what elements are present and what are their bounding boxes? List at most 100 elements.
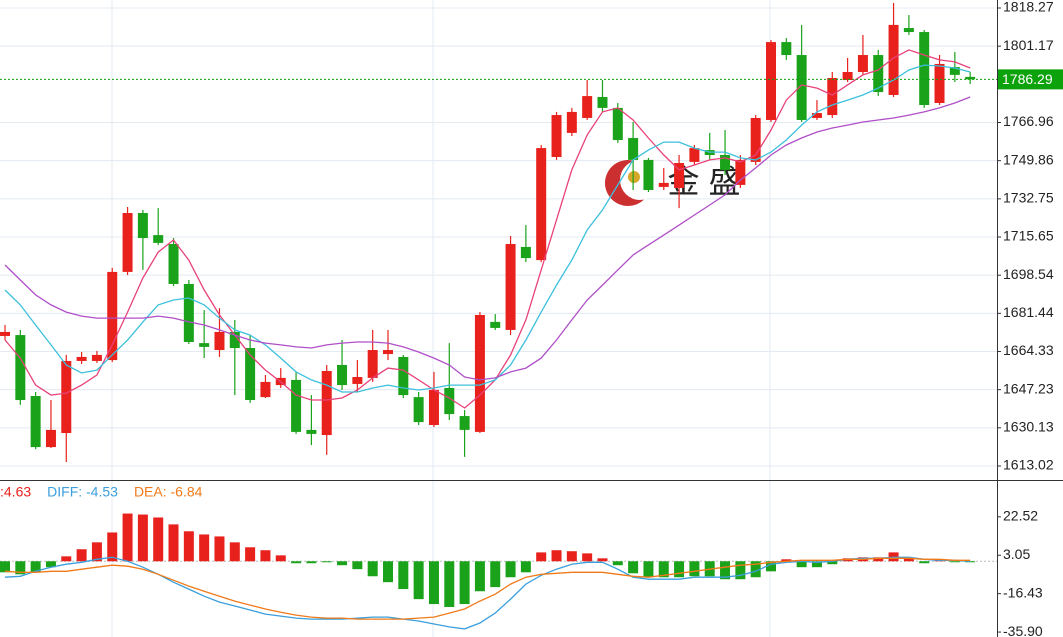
candle-body [566, 111, 577, 133]
macd-bar [183, 531, 194, 562]
macd-bar [444, 561, 455, 608]
legend-entry: DEA: -6.84 [134, 484, 203, 500]
macd-bar [321, 561, 332, 563]
candle-body [413, 397, 424, 423]
candle-body [903, 28, 914, 33]
macd-bar [689, 561, 700, 577]
candle-body [857, 55, 868, 72]
macd-bar [674, 561, 685, 578]
y-tick-label: 1613.02 [1003, 457, 1054, 473]
candle-body [398, 356, 409, 396]
macd-bar [245, 547, 256, 562]
candle-body [91, 354, 102, 361]
y-tick-label: 1749.86 [1003, 151, 1054, 167]
y-tick-label: 1698.54 [1003, 266, 1054, 282]
macd-bar [428, 561, 439, 605]
candle-body [61, 360, 72, 434]
macd-bar [903, 558, 914, 562]
macd-bar [413, 561, 424, 600]
logo-dot [628, 171, 640, 183]
macd-bar [61, 556, 72, 562]
y-tick-label: 1766.96 [1003, 113, 1054, 129]
indicator-line [4, 49, 971, 409]
candle-body [551, 115, 562, 158]
y-tick-label: -16.43 [1003, 584, 1043, 600]
macd-bar [520, 561, 531, 573]
candle-body [720, 154, 731, 170]
candle-body [30, 395, 41, 448]
candle-body [137, 213, 148, 239]
macd-bar [750, 561, 761, 578]
macd-bar [720, 561, 731, 580]
logo-cut [620, 160, 660, 200]
candle-body [183, 283, 194, 342]
macd-bar [398, 561, 409, 590]
macd-bar [137, 514, 148, 562]
y-tick-label: 1647.23 [1003, 380, 1054, 396]
candle-body [842, 71, 853, 81]
macd-bar [873, 557, 884, 562]
macd-bar [474, 561, 485, 592]
macd-bar [367, 561, 378, 577]
indicator-line [4, 556, 971, 630]
macd-bar [0, 561, 10, 573]
y-tick-label: 1664.33 [1003, 342, 1054, 358]
y-tick-label: 22.52 [1003, 508, 1038, 524]
candle-body [474, 314, 485, 432]
candle-body [811, 113, 822, 118]
macd-bar [505, 561, 516, 578]
last-price-label: 1786.29 [1002, 71, 1053, 87]
macd-bar [352, 561, 363, 570]
candle-body [934, 63, 945, 104]
macd-bar [306, 561, 317, 564]
candle-body [597, 96, 608, 108]
candle-body [199, 343, 210, 347]
legend-entry: :4.63 [0, 484, 31, 500]
candle-body [76, 356, 87, 361]
indicator-line [4, 96, 971, 381]
macd-bar [260, 550, 271, 562]
legend-entry: DIFF: -4.53 [47, 484, 118, 500]
macd-bar [827, 561, 838, 565]
candle-body [643, 159, 654, 191]
macd-bar [291, 561, 302, 564]
candle-body [490, 321, 501, 328]
macd-bar [490, 561, 501, 588]
y-tick-label: 1715.65 [1003, 228, 1054, 244]
candle-body [428, 389, 439, 425]
macd-bar [168, 524, 179, 562]
candle-body [827, 78, 838, 116]
macd-bar [919, 561, 930, 564]
candle-body [689, 148, 700, 162]
candle-body [321, 370, 332, 436]
candle-body [505, 244, 516, 330]
macd-bar [15, 561, 26, 575]
macd-bar [536, 552, 547, 562]
macd-bar [229, 542, 240, 562]
candle-body [45, 429, 56, 448]
macd-bar [214, 536, 225, 562]
macd-bar [153, 517, 164, 562]
candle-body [260, 381, 271, 398]
candle-body [965, 76, 976, 80]
macd-bar [199, 534, 210, 562]
candle-body [383, 350, 393, 355]
macd-bar [811, 561, 822, 568]
macd-bar [107, 532, 118, 562]
macd-bar [735, 561, 746, 580]
candle-body [888, 24, 899, 95]
candle-body [107, 271, 118, 361]
candle-body [459, 416, 470, 430]
candle-body [0, 331, 10, 336]
macd-bar [628, 561, 639, 574]
y-tick-label: -35.90 [1003, 623, 1043, 637]
candle-body [168, 244, 179, 284]
candle-body [674, 163, 685, 189]
macd-bar [551, 550, 562, 562]
candle-body [153, 235, 164, 243]
y-tick-label: 1818.27 [1003, 0, 1054, 15]
macd-bar [597, 558, 608, 562]
candle-body [949, 67, 960, 75]
macd-bar [383, 561, 393, 583]
